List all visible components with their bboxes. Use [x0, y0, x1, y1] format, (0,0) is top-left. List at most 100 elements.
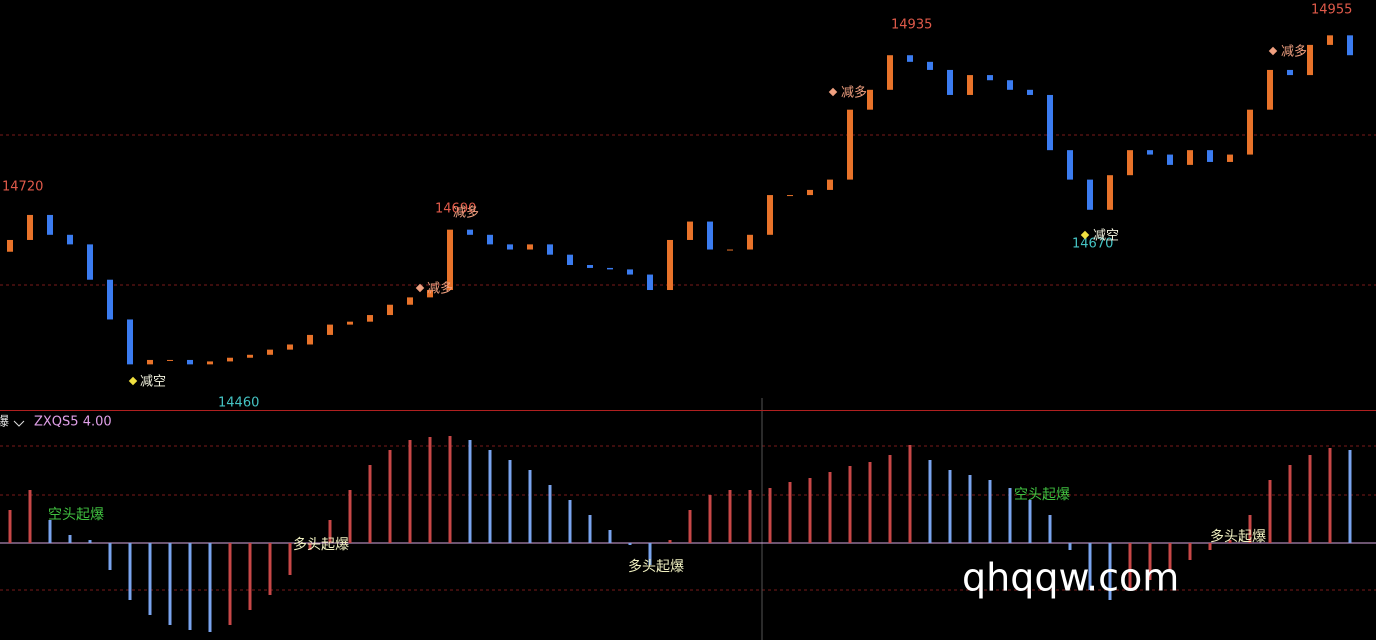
candle	[1027, 89, 1033, 95]
indicator-bar	[908, 445, 912, 543]
candle	[487, 234, 493, 245]
candle	[387, 304, 393, 316]
signal-icon	[415, 283, 425, 293]
signal-label: 空头起爆	[1014, 487, 1070, 503]
candle	[527, 244, 533, 250]
candle	[1267, 69, 1273, 110]
indicator-bar	[628, 543, 632, 545]
candle	[1167, 154, 1173, 165]
indicator-bar	[308, 543, 312, 550]
candle	[347, 321, 353, 325]
indicator-bar	[688, 510, 692, 543]
price-label: 14460	[218, 396, 259, 411]
candle	[227, 357, 233, 362]
indicator-bar	[1348, 450, 1352, 543]
candle	[27, 214, 33, 240]
indicator-bar	[1268, 480, 1272, 543]
candle	[87, 244, 93, 280]
indicator-bar	[88, 540, 92, 543]
candle	[707, 221, 713, 250]
signal-label: 多头起爆	[628, 558, 684, 575]
indicator-bar	[968, 475, 972, 543]
indicator-bar	[508, 460, 512, 543]
indicator-bar	[948, 470, 952, 543]
candle	[107, 279, 113, 320]
indicator-bar	[548, 485, 552, 543]
indicator-bar	[728, 490, 732, 543]
signal-label: 减多	[427, 281, 453, 297]
indicator-bar	[168, 543, 172, 625]
candle	[767, 195, 773, 235]
indicator-bar	[8, 510, 12, 543]
price-label: 14690	[435, 202, 476, 217]
signal-label: 多头起爆	[293, 536, 349, 553]
signal-icon	[128, 376, 138, 386]
candle	[1227, 154, 1233, 162]
candle	[147, 359, 153, 365]
candle	[827, 179, 833, 190]
indicator-bar	[428, 437, 432, 543]
candle	[787, 195, 793, 197]
candle	[1047, 94, 1053, 151]
indicator-bar	[1088, 543, 1092, 590]
indicator-bar	[328, 520, 332, 543]
candle	[947, 69, 953, 95]
indicator-bar	[708, 495, 712, 543]
candle	[267, 349, 273, 355]
indicator-bar	[128, 543, 132, 600]
indicator-bar	[448, 436, 452, 543]
indicator-bar	[388, 450, 392, 543]
signal-label: 减空	[1093, 229, 1119, 244]
watermark: qhqqw.com	[962, 556, 1179, 600]
candle	[7, 239, 13, 252]
indicator-bar	[288, 543, 292, 575]
candle	[587, 264, 593, 268]
signal-label: 多头起爆	[1210, 528, 1266, 545]
signal-label: 减多	[841, 85, 867, 101]
indicator-bar	[828, 472, 832, 543]
indicator-bar	[208, 543, 212, 632]
indicator-bar	[528, 470, 532, 543]
candle	[887, 55, 893, 90]
price-label: 14935	[891, 18, 932, 33]
dropdown-icon[interactable]	[13, 420, 25, 427]
candle	[1107, 175, 1113, 210]
price-label: 14670	[1072, 237, 1113, 252]
candle	[1307, 44, 1313, 76]
candle	[287, 344, 293, 350]
indicator-bar	[408, 440, 412, 543]
indicator-bar	[1248, 515, 1252, 543]
candle	[407, 297, 413, 305]
indicator-bar	[48, 520, 52, 543]
price-label: 14720	[2, 180, 43, 195]
candle	[187, 359, 193, 365]
candle	[1007, 80, 1013, 90]
candle	[1327, 35, 1333, 45]
candle	[47, 214, 53, 235]
indicator-bar	[788, 482, 792, 543]
marks	[7, 35, 1353, 632]
candle	[1247, 109, 1253, 155]
indicator-bar	[468, 440, 472, 543]
signal-label: 减多	[453, 205, 479, 221]
indicator-bar	[148, 543, 152, 615]
indicator-bar	[1148, 543, 1152, 580]
indicator-bar	[1328, 448, 1332, 543]
indicator-bar	[108, 543, 112, 570]
price-label: 14955	[1311, 3, 1352, 18]
candle	[987, 75, 993, 81]
indicator-bar	[228, 543, 232, 625]
indicator-bar	[988, 480, 992, 543]
candle	[327, 324, 333, 335]
candle	[567, 254, 573, 265]
candle	[207, 361, 213, 365]
candle	[307, 334, 313, 345]
candle	[667, 239, 673, 291]
candle	[1347, 35, 1353, 56]
indicator-title: ZXQS5 4.00	[34, 415, 112, 430]
indicator-bar	[1188, 543, 1192, 560]
candle	[1287, 69, 1293, 76]
indicator-bar	[748, 490, 752, 543]
